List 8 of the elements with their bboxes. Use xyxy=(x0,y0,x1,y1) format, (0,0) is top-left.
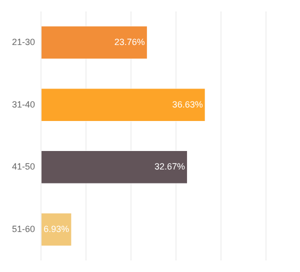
data-label: 23.76% xyxy=(114,37,145,48)
y-tick-label: 41-50 xyxy=(12,162,36,172)
data-label: 36.63% xyxy=(172,99,203,110)
data-label: 6.93% xyxy=(44,224,70,234)
data-label: 32.67% xyxy=(154,162,186,172)
y-tick-label: 21-30 xyxy=(12,37,36,48)
y-tick-label: 51-60 xyxy=(12,224,36,234)
y-tick-label: 31-40 xyxy=(12,99,36,110)
